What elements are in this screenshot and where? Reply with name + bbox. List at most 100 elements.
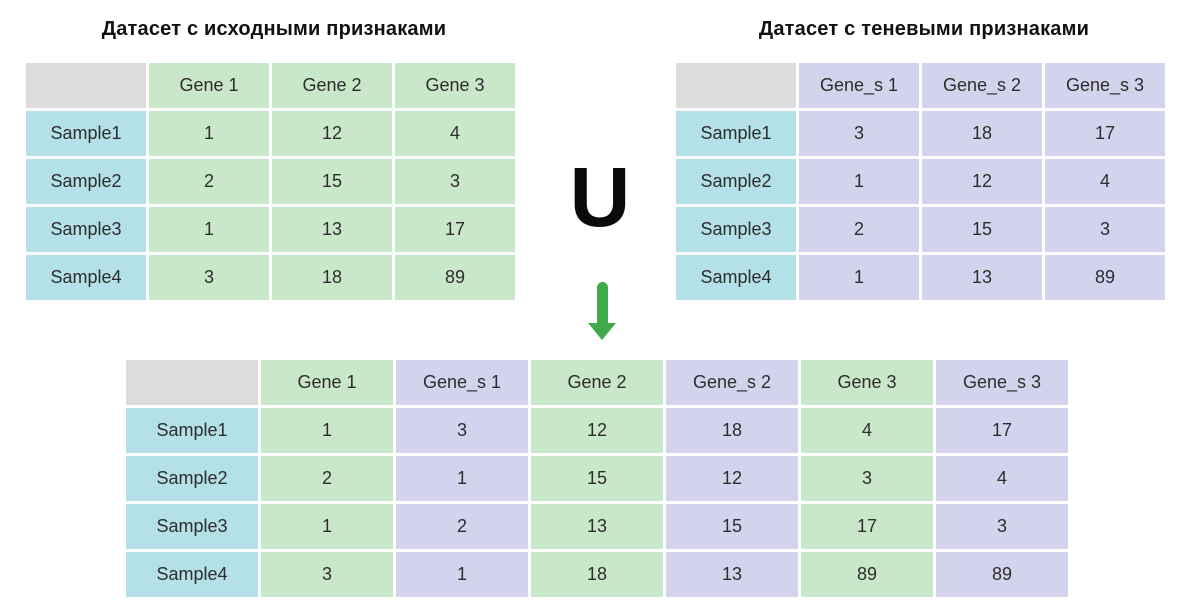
table-row: Sample1 3 18 17 (676, 111, 1165, 156)
data-cell: 13 (531, 504, 663, 549)
data-cell: 2 (396, 504, 528, 549)
data-cell: 89 (801, 552, 933, 597)
merged-features-table: Gene 1 Gene_s 1 Gene 2 Gene_s 2 Gene 3 Gene_s… (123, 357, 1071, 600)
data-cell: 4 (395, 111, 515, 156)
data-cell: 3 (261, 552, 393, 597)
table-row: Sample2 2 15 3 (26, 159, 515, 204)
data-cell: 1 (396, 456, 528, 501)
column-header: Gene_s 3 (1045, 63, 1165, 108)
data-cell: 89 (1045, 255, 1165, 300)
table-row: Sample4 1 13 89 (676, 255, 1165, 300)
column-header: Gene_s 2 (666, 360, 798, 405)
data-cell: 4 (1045, 159, 1165, 204)
row-label: Sample2 (126, 456, 258, 501)
data-cell: 12 (666, 456, 798, 501)
header-row: Gene 1 Gene 2 Gene 3 (26, 63, 515, 108)
data-cell: 1 (799, 255, 919, 300)
data-cell: 89 (395, 255, 515, 300)
original-features-table: Gene 1 Gene 2 Gene 3 Sample1 1 12 4 Sample2 2 15 3… (23, 60, 518, 303)
data-cell: 17 (936, 408, 1068, 453)
row-label: Sample4 (26, 255, 146, 300)
data-cell: 13 (922, 255, 1042, 300)
data-cell: 3 (799, 111, 919, 156)
data-cell: 13 (666, 552, 798, 597)
data-cell: 15 (666, 504, 798, 549)
corner-cell (676, 63, 796, 108)
table-row: Sample2 2 1 15 12 3 4 (126, 456, 1068, 501)
data-cell: 15 (272, 159, 392, 204)
data-cell: 15 (922, 207, 1042, 252)
shadow-features-table: Gene_s 1 Gene_s 2 Gene_s 3 Sample1 3 18 17 Samp… (673, 60, 1168, 303)
data-cell: 15 (531, 456, 663, 501)
data-cell: 17 (395, 207, 515, 252)
data-cell: 17 (801, 504, 933, 549)
column-header: Gene 1 (149, 63, 269, 108)
data-cell: 3 (395, 159, 515, 204)
data-cell: 12 (272, 111, 392, 156)
data-cell: 3 (801, 456, 933, 501)
table-row: Sample1 1 3 12 18 4 17 (126, 408, 1068, 453)
row-label: Sample3 (26, 207, 146, 252)
data-cell: 89 (936, 552, 1068, 597)
union-symbol: U (569, 150, 631, 244)
row-label: Sample3 (676, 207, 796, 252)
corner-cell (26, 63, 146, 108)
column-header: Gene 1 (261, 360, 393, 405)
table-row: Sample4 3 18 89 (26, 255, 515, 300)
header-row: Gene 1 Gene_s 1 Gene 2 Gene_s 2 Gene 3 Gene_s… (126, 360, 1068, 405)
row-label: Sample2 (26, 159, 146, 204)
column-header: Gene 3 (801, 360, 933, 405)
data-cell: 3 (396, 408, 528, 453)
data-cell: 12 (922, 159, 1042, 204)
data-cell: 3 (936, 504, 1068, 549)
column-header: Gene 2 (272, 63, 392, 108)
data-cell: 2 (261, 456, 393, 501)
original-dataset-title: Датасет с исходными признаками (101, 18, 447, 40)
data-cell: 1 (149, 207, 269, 252)
column-header: Gene_s 1 (799, 63, 919, 108)
row-label: Sample1 (26, 111, 146, 156)
row-label: Sample1 (126, 408, 258, 453)
data-cell: 4 (801, 408, 933, 453)
data-cell: 2 (799, 207, 919, 252)
row-label: Sample1 (676, 111, 796, 156)
data-cell: 18 (922, 111, 1042, 156)
table-row: Sample3 1 2 13 15 17 3 (126, 504, 1068, 549)
column-header: Gene_s 2 (922, 63, 1042, 108)
table-row: Sample4 3 1 18 13 89 89 (126, 552, 1068, 597)
data-cell: 18 (666, 408, 798, 453)
data-cell: 13 (272, 207, 392, 252)
shadow-dataset-title: Датасет с теневыми признаками (758, 18, 1090, 40)
table-row: Sample1 1 12 4 (26, 111, 515, 156)
data-cell: 4 (936, 456, 1068, 501)
data-cell: 1 (799, 159, 919, 204)
down-arrow-icon (588, 282, 616, 340)
data-cell: 17 (1045, 111, 1165, 156)
row-label: Sample4 (126, 552, 258, 597)
column-header: Gene 2 (531, 360, 663, 405)
data-cell: 18 (531, 552, 663, 597)
data-cell: 1 (149, 111, 269, 156)
corner-cell (126, 360, 258, 405)
row-label: Sample4 (676, 255, 796, 300)
data-cell: 1 (396, 552, 528, 597)
column-header: Gene 3 (395, 63, 515, 108)
table-row: Sample2 1 12 4 (676, 159, 1165, 204)
data-cell: 3 (149, 255, 269, 300)
data-cell: 18 (272, 255, 392, 300)
row-label: Sample3 (126, 504, 258, 549)
data-cell: 2 (149, 159, 269, 204)
row-label: Sample2 (676, 159, 796, 204)
header-row: Gene_s 1 Gene_s 2 Gene_s 3 (676, 63, 1165, 108)
column-header: Gene_s 3 (936, 360, 1068, 405)
table-row: Sample3 1 13 17 (26, 207, 515, 252)
down-arrow-head (588, 323, 616, 340)
data-cell: 1 (261, 504, 393, 549)
data-cell: 3 (1045, 207, 1165, 252)
down-arrow-shaft (596, 282, 608, 323)
column-header: Gene_s 1 (396, 360, 528, 405)
data-cell: 12 (531, 408, 663, 453)
table-row: Sample3 2 15 3 (676, 207, 1165, 252)
data-cell: 1 (261, 408, 393, 453)
